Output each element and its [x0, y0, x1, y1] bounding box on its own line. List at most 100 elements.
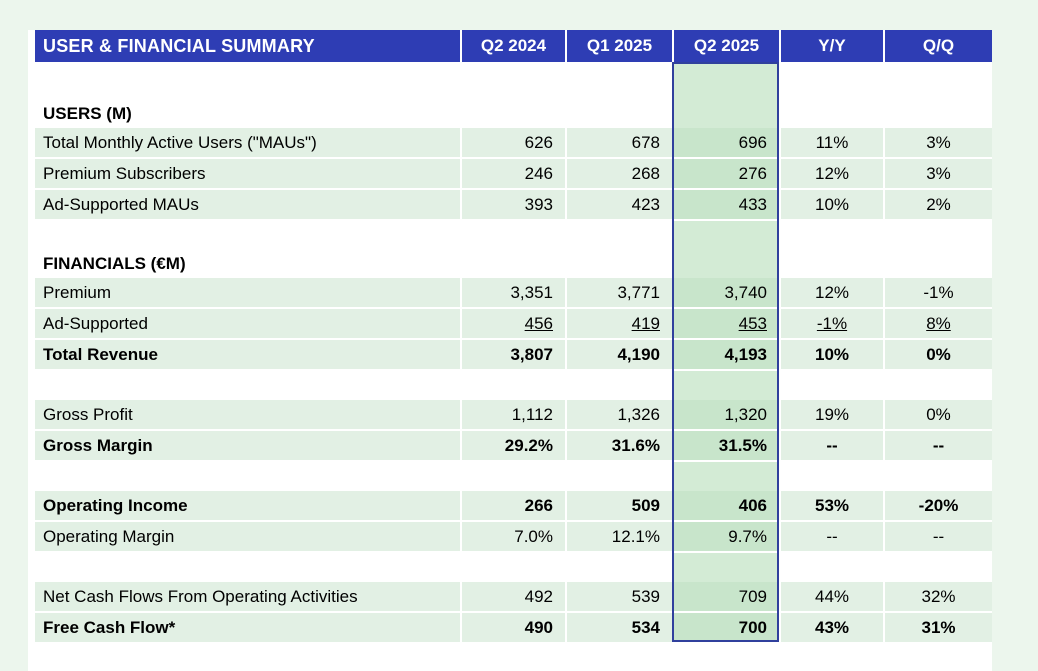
row-label: Total Monthly Active Users ("MAUs"): [35, 128, 460, 157]
section-heading: USERS (M): [43, 104, 132, 123]
cell-value: 490: [524, 618, 553, 637]
row-label: Gross Profit: [35, 400, 460, 429]
cell-value: 678: [631, 133, 660, 152]
row-label: Net Cash Flows From Operating Activities: [35, 582, 460, 611]
value-cell: 10%: [779, 340, 883, 369]
cell-value: 3,351: [510, 283, 553, 302]
value-cell: 419: [565, 309, 672, 338]
value-cell: [779, 250, 883, 278]
value-cell: [565, 62, 672, 100]
value-cell: 7.0%: [460, 522, 565, 551]
cell-value: 3,771: [617, 283, 660, 302]
row-label: [35, 462, 460, 491]
value-cell: 53%: [779, 491, 883, 520]
value-cell: [460, 250, 565, 278]
cell-value: 1,320: [724, 405, 767, 424]
value-cell: 12%: [779, 159, 883, 188]
table-row: Operating Income 266 509 406 53% -20%: [35, 491, 992, 520]
row-label: Premium Subscribers: [35, 159, 460, 188]
cell-value: 2%: [926, 195, 951, 214]
value-cell: 12.1%: [565, 522, 672, 551]
cell-value: 11%: [815, 133, 849, 152]
highlight-value-cell: 406: [672, 491, 779, 520]
value-cell: 268: [565, 159, 672, 188]
row-label: Ad-Supported MAUs: [35, 190, 460, 219]
row-label: [35, 553, 460, 582]
cell-value: 419: [631, 314, 660, 333]
value-cell: [883, 250, 992, 278]
value-cell: 8%: [883, 309, 992, 338]
value-cell: 10%: [779, 190, 883, 219]
value-cell: 29.2%: [460, 431, 565, 460]
value-cell: 3,807: [460, 340, 565, 369]
value-cell: 43%: [779, 613, 883, 642]
column-header-qq: Q/Q: [883, 30, 992, 62]
cell-value: 3,807: [510, 345, 553, 364]
value-cell: --: [779, 522, 883, 551]
highlight-value-cell: [672, 462, 779, 491]
cell-value: --: [932, 527, 945, 546]
table-rows: USERS (M) Total Monthly Active Users ("MA…: [35, 62, 992, 642]
value-cell: --: [883, 431, 992, 460]
value-cell: 11%: [779, 128, 883, 157]
cell-value: 10%: [814, 195, 850, 214]
table-row: Gross Profit 1,112 1,326 1,320 19% 0%: [35, 400, 992, 429]
value-cell: [779, 553, 883, 582]
cell-value: 509: [631, 496, 660, 515]
value-cell: [779, 371, 883, 400]
value-cell: 2%: [883, 190, 992, 219]
highlight-value-cell: 4,193: [672, 340, 779, 369]
column-header-yy: Y/Y: [779, 30, 883, 62]
highlight-value-cell: 453: [672, 309, 779, 338]
cell-value: 4,190: [617, 345, 660, 364]
value-cell: 509: [565, 491, 672, 520]
cell-value: 19%: [814, 405, 850, 424]
value-cell: 12%: [779, 278, 883, 307]
cell-value: 29.2%: [504, 436, 553, 455]
row-label: Operating Income: [35, 491, 460, 520]
cell-value: 456: [524, 314, 553, 333]
cell-value: 32%: [921, 587, 956, 606]
spacer-row: [35, 62, 992, 100]
value-cell: [565, 553, 672, 582]
financial-summary-table: USER & FINANCIAL SUMMARY Q2 2024 Q1 2025…: [35, 30, 992, 644]
highlight-value-cell: [672, 371, 779, 400]
section-row: FINANCIALS (€M): [35, 250, 992, 278]
cell-value: -20%: [918, 496, 959, 515]
cell-value: 10%: [814, 345, 850, 364]
cell-value: -1%: [816, 314, 848, 333]
value-cell: 44%: [779, 582, 883, 611]
cell-value: 1,326: [617, 405, 660, 424]
table-row: Total Revenue 3,807 4,190 4,193 10% 0%: [35, 340, 992, 369]
spacer-row: [35, 462, 992, 491]
value-cell: 423: [565, 190, 672, 219]
value-cell: [565, 221, 672, 250]
cell-value: 696: [738, 133, 767, 152]
cell-value: 268: [631, 164, 660, 183]
spacer-row: [35, 221, 992, 250]
cell-value: 31.5%: [718, 436, 767, 455]
cell-value: 492: [524, 587, 553, 606]
value-cell: 1,326: [565, 400, 672, 429]
value-cell: [779, 462, 883, 491]
highlight-value-cell: [672, 553, 779, 582]
cell-value: 12.1%: [611, 527, 660, 546]
value-cell: [883, 100, 992, 128]
cell-value: 393: [524, 195, 553, 214]
value-cell: 31.6%: [565, 431, 672, 460]
row-label: Total Revenue: [35, 340, 460, 369]
value-cell: 4,190: [565, 340, 672, 369]
value-cell: [460, 462, 565, 491]
cell-value: 0%: [926, 345, 951, 364]
column-header-q2-2024: Q2 2024: [460, 30, 565, 62]
value-cell: [779, 62, 883, 100]
value-cell: 393: [460, 190, 565, 219]
value-cell: [779, 100, 883, 128]
table-title: USER & FINANCIAL SUMMARY: [43, 36, 315, 56]
value-cell: [565, 371, 672, 400]
table-row: Net Cash Flows From Operating Activities…: [35, 582, 992, 611]
value-cell: [565, 462, 672, 491]
cell-value: 3%: [926, 164, 951, 183]
value-cell: 0%: [883, 340, 992, 369]
table-row: Premium Subscribers 246 268 276 12% 3%: [35, 159, 992, 188]
